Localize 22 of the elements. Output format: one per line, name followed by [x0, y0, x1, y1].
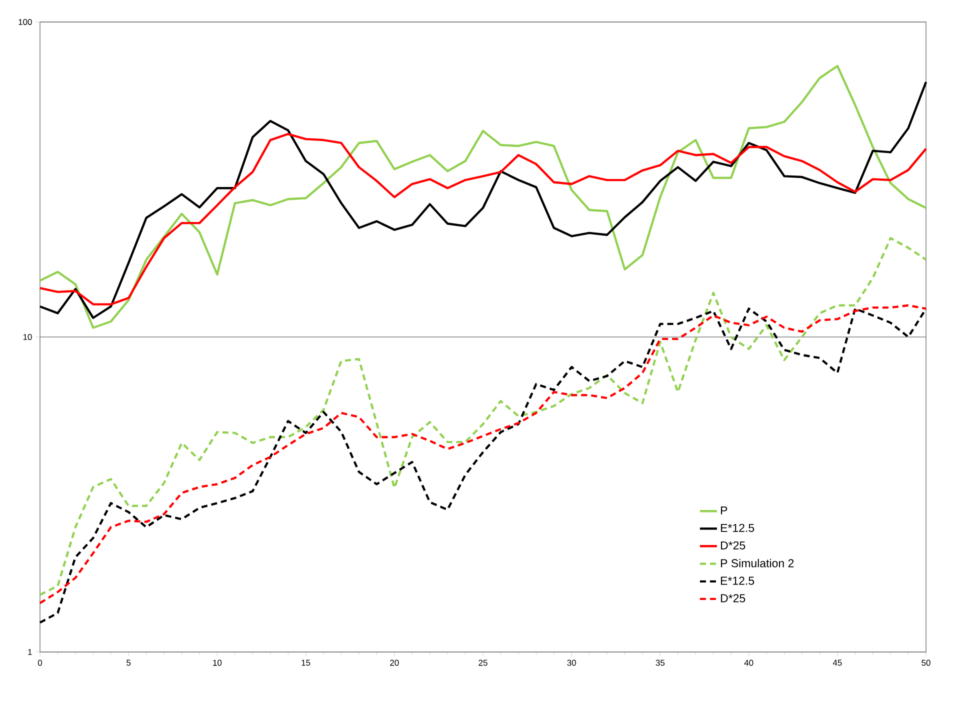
- legend-label: P Simulation 2: [720, 558, 794, 568]
- y-tick-label: 10: [23, 334, 32, 340]
- legend-label: D*25: [720, 541, 746, 550]
- x-tick-label: 15: [302, 660, 310, 666]
- line-series: [38, 132, 928, 306]
- legend-label: E*12.5: [720, 524, 754, 532]
- x-tick-label: 20: [390, 660, 399, 666]
- x-tick-label: 5: [126, 660, 131, 666]
- y-tick-label: 1: [28, 649, 32, 655]
- x-tick-label: 30: [567, 660, 576, 666]
- y-tick-label: 100: [18, 18, 32, 25]
- x-tick-label: 25: [478, 660, 488, 666]
- legend-label: P: [720, 506, 728, 514]
- x-tick-label: 0: [38, 660, 42, 666]
- legend-label: E*12.5: [720, 576, 754, 585]
- x-tick-label: 40: [744, 660, 754, 666]
- x-tick-label: 50: [922, 660, 930, 666]
- x-tick-label: 45: [832, 660, 842, 666]
- legend-label: D*25: [720, 594, 746, 602]
- line-series: [38, 237, 928, 596]
- x-tick-label: 10: [213, 660, 222, 666]
- x-tick-label: 35: [656, 660, 665, 666]
